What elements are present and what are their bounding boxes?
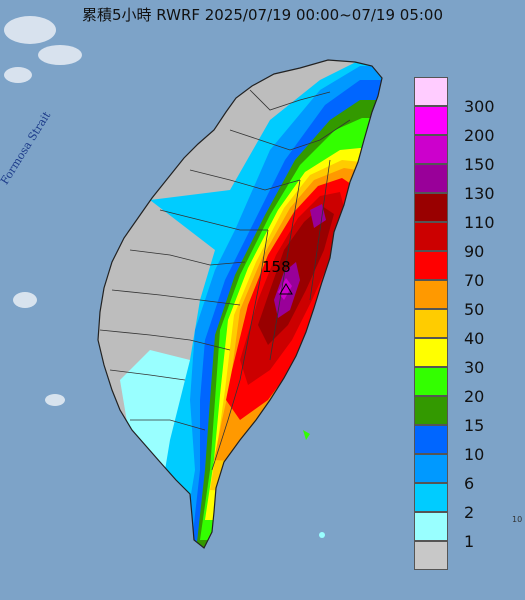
legend-swatch (414, 135, 448, 164)
color-legend: 300 200 150 130 110 90 70 50 40 30 20 15 10 6 2 1 (412, 77, 506, 570)
legend-label: 150 (464, 155, 495, 174)
legend-swatch (414, 425, 448, 454)
legend-label: 20 (464, 387, 485, 406)
legend-label: 15 (464, 416, 485, 435)
legend-swatch (414, 367, 448, 396)
legend-label: 300 (464, 97, 495, 116)
map-title: 累積5小時 RWRF 2025/07/19 00:00~07/19 05:00 (81, 6, 444, 24)
legend-swatch (414, 222, 448, 251)
legend-swatch (414, 338, 448, 367)
legend-label: 50 (464, 300, 485, 319)
legend-label: 30 (464, 358, 485, 377)
county-borders (99, 89, 351, 471)
legend-label: 6 (464, 474, 475, 493)
legend-swatch (414, 309, 448, 338)
rain-band-130-north (310, 204, 326, 228)
legend-label: 70 (464, 271, 485, 290)
island-speck (303, 430, 310, 440)
legend-swatch (414, 77, 448, 106)
legend-label: 2 (464, 503, 475, 522)
max-marker-icon (279, 283, 293, 295)
legend-swatch (414, 512, 448, 541)
legend-swatch (414, 280, 448, 309)
legend-swatch (414, 396, 448, 425)
corner-label: 10 (512, 515, 523, 524)
coastline (97, 59, 383, 549)
legend-swatch (414, 251, 448, 280)
legend-swatch (414, 164, 448, 193)
legend-swatch (414, 454, 448, 483)
legend-swatch (414, 483, 448, 512)
legend-swatch (414, 541, 448, 570)
legend-label: 1 (464, 532, 475, 551)
legend-label: 10 (464, 445, 485, 464)
legend-label: 110 (464, 213, 495, 232)
legend-label: 200 (464, 126, 495, 145)
legend-swatch (414, 193, 448, 222)
legend-label: 130 (464, 184, 495, 203)
max-value-label: 158 (262, 258, 291, 276)
legend-swatch (414, 106, 448, 135)
legend-label: 90 (464, 242, 485, 261)
legend-label: 40 (464, 329, 485, 348)
island-speck-east (319, 532, 325, 538)
cloud-patches (4, 16, 82, 406)
